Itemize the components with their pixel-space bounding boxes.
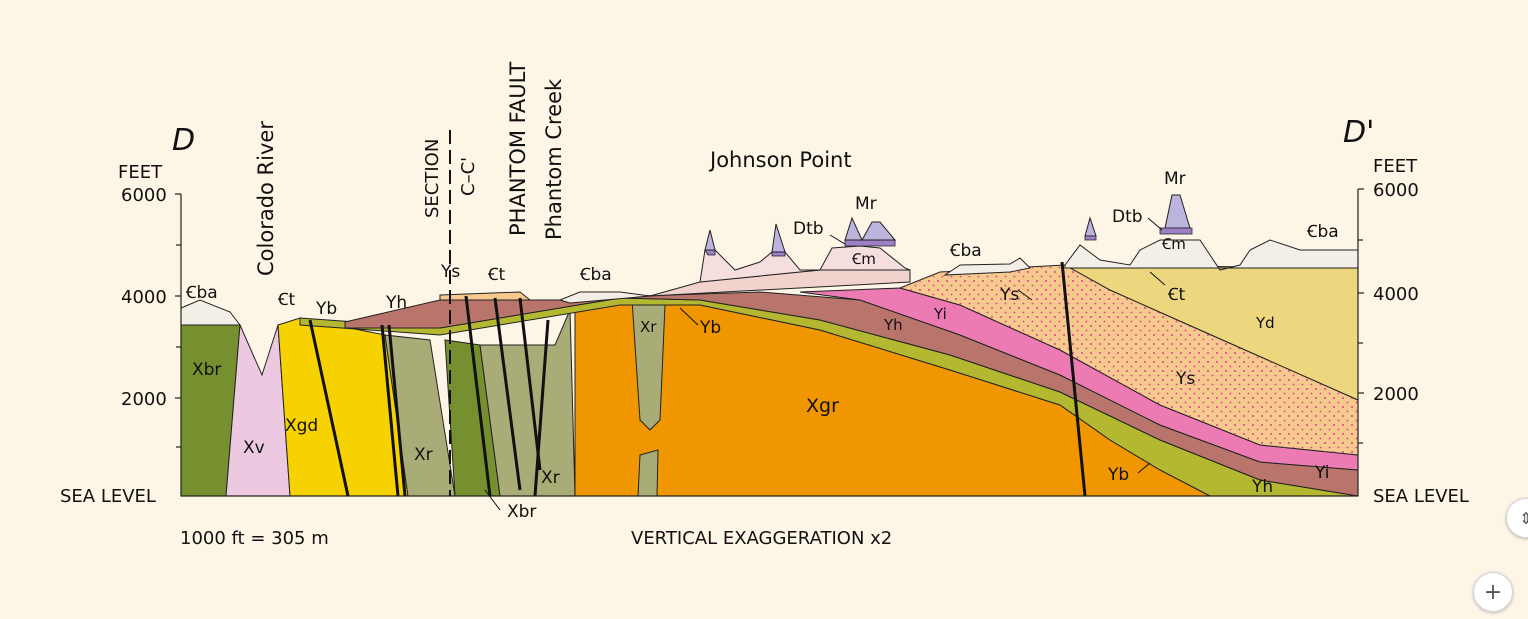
label-yb-2: Yb [699,318,721,338]
label-d-prime: D' [1343,115,1374,150]
label-cba-1: Ꞓba [185,283,218,303]
label-yb-3: Yb [1107,465,1129,485]
unit-ys-top-left [439,291,532,301]
label-ct-3: Ꞓt [1167,285,1185,305]
label-johnson-point: Johnson Point [708,148,852,172]
label-xbr-2: Xbr [507,502,536,522]
label-phantom-creek: Phantom Creek [542,78,566,240]
label-cba-4: Ꞓba [1306,222,1339,242]
leader-lines [484,217,1166,511]
label-cba-3: Ꞓba [949,241,982,261]
label-yi-2: Yi [1314,463,1330,483]
label-xr-3: Xr [640,318,657,336]
label-dtb-2: Dtb [1112,207,1143,227]
label-xr-2: Xr [541,468,560,488]
elev-2000-right: 2000 [1373,384,1419,405]
zoom-in-button[interactable]: + [1473,572,1513,612]
left-axis [175,193,182,496]
elev-4000-right: 4000 [1373,284,1419,305]
label-mr-1: Mr [855,194,877,214]
label-yh-1: Yh [385,293,407,313]
unit-ys-dots [900,265,1358,455]
label-section-ref: C–C' [458,157,479,196]
label-section: SECTION [422,139,443,218]
label-d: D [172,123,195,158]
label-cba-2: Ꞓba [579,265,612,285]
label-xv: Xv [243,438,265,458]
label-ys-1: Ys [440,262,460,282]
label-yh-2: Yh [883,316,903,334]
label-xgd: Xgd [285,416,318,436]
label-xgr: Xgr [806,395,839,417]
label-colorado-river: Colorado River [254,121,278,276]
sea-level-left: SEA LEVEL [60,486,156,507]
label-cm-2: Ꞓm [1161,235,1186,253]
elev-6000-left: 6000 [121,185,167,206]
right-axis [1357,188,1364,496]
label-ct-2: Ꞓt [487,265,505,285]
label-yb-1: Yb [315,299,337,319]
scale-note: 1000 ft = 305 m [180,528,329,549]
label-phantom-fault: PHANTOM FAULT [506,62,530,236]
label-ct-1: Ꞓt [277,290,295,310]
elev-2000-left: 2000 [121,389,167,410]
label-mr-2: Mr [1164,169,1186,189]
feet-right: FEET [1373,156,1418,177]
label-dtb-1: Dtb [793,219,824,239]
unit-mr-peaks [704,216,897,253]
label-yd: Yd [1255,314,1275,332]
feet-left: FEET [118,162,163,183]
unit-dtb-right [1084,227,1193,241]
label-xbr-1: Xbr [192,360,221,380]
label-xr-1: Xr [414,445,433,465]
faults [308,261,1087,497]
sea-level-right: SEA LEVEL [1373,486,1469,507]
unit-cm-peaks [699,245,911,283]
exaggeration-note: VERTICAL EXAGGERATION x2 [631,528,892,549]
label-yi-1: Yi [933,305,947,323]
label-ys-2: Ys [999,285,1019,305]
label-ys-3: Ys [1175,369,1195,389]
elev-4000-left: 4000 [121,287,167,308]
label-cm-1: Ꞓm [851,250,876,268]
elev-6000-right: 6000 [1373,180,1419,201]
label-yh-3: Yh [1251,477,1273,497]
